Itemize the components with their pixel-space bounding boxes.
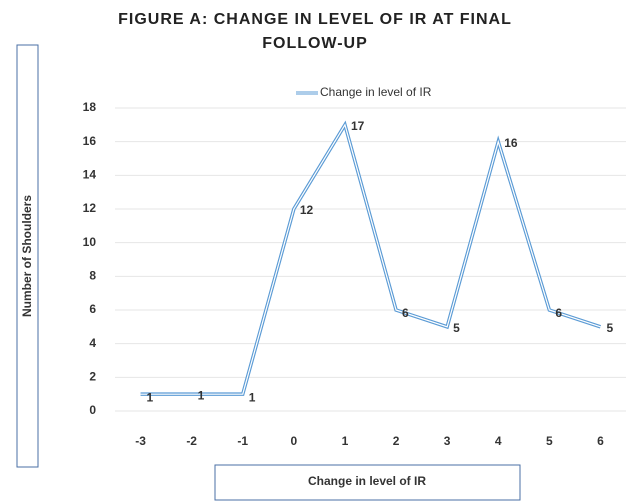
y-tick-label: 6 (89, 302, 96, 316)
y-label-box (16, 44, 39, 468)
y-tick-label: 10 (83, 235, 97, 249)
x-label-box (214, 464, 521, 501)
y-tick-label: 14 (83, 168, 97, 182)
y-tick-label: 2 (89, 370, 96, 384)
data-label: 16 (504, 136, 518, 150)
data-label: 6 (555, 306, 562, 320)
data-label: 17 (351, 119, 365, 133)
data-label: 1 (198, 388, 205, 402)
y-tick-label: 18 (83, 100, 97, 114)
y-tick-label: 4 (89, 336, 96, 350)
y-tick-label: 0 (89, 403, 96, 417)
data-label: 5 (606, 321, 613, 335)
data-label: 1 (147, 390, 154, 404)
y-tick-label: 8 (89, 269, 96, 283)
y-tick-label: 12 (83, 201, 97, 215)
data-label: 12 (300, 203, 314, 217)
data-label: 6 (402, 306, 409, 320)
series-line (140, 120, 601, 396)
x-tick-label: 6 (597, 434, 604, 448)
x-tick-label: 0 (291, 434, 298, 448)
x-tick-label: 5 (546, 434, 553, 448)
data-label: 1 (249, 390, 256, 404)
y-tick-label: 16 (83, 134, 97, 148)
chart-title: FIGURE A: CHANGE IN LEVEL OF IR AT FINAL… (118, 11, 512, 52)
x-tick-label: -1 (237, 434, 248, 448)
x-tick-label: 4 (495, 434, 502, 448)
legend-label: Change in level of IR (320, 85, 432, 99)
x-tick-label: 2 (393, 434, 400, 448)
x-tick-label: -3 (135, 434, 146, 448)
x-tick-label: 3 (444, 434, 451, 448)
x-tick-label: -2 (186, 434, 197, 448)
data-label: 5 (453, 321, 460, 335)
x-tick-label: 1 (342, 434, 349, 448)
x-axis-label: Change in level of IR (308, 474, 426, 488)
y-axis-label: Number of Shoulders (20, 195, 34, 317)
series-line-inner (140, 123, 601, 395)
